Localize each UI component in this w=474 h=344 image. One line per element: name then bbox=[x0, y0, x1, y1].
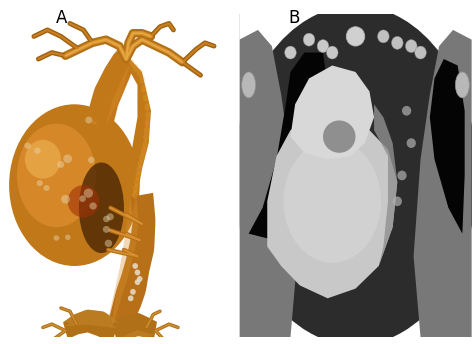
Ellipse shape bbox=[24, 142, 31, 149]
Ellipse shape bbox=[402, 106, 411, 116]
Ellipse shape bbox=[141, 85, 146, 93]
Ellipse shape bbox=[103, 216, 109, 222]
Ellipse shape bbox=[17, 124, 96, 227]
Ellipse shape bbox=[138, 160, 143, 168]
Polygon shape bbox=[63, 310, 119, 344]
Polygon shape bbox=[267, 117, 397, 298]
Polygon shape bbox=[107, 193, 155, 342]
Polygon shape bbox=[239, 30, 298, 337]
Ellipse shape bbox=[285, 46, 296, 59]
Ellipse shape bbox=[95, 105, 101, 113]
Ellipse shape bbox=[397, 171, 407, 180]
Ellipse shape bbox=[68, 185, 99, 217]
Ellipse shape bbox=[234, 6, 474, 344]
Ellipse shape bbox=[142, 141, 148, 149]
Ellipse shape bbox=[88, 157, 95, 163]
Ellipse shape bbox=[242, 72, 255, 98]
Ellipse shape bbox=[139, 153, 145, 161]
Ellipse shape bbox=[133, 64, 138, 72]
Polygon shape bbox=[430, 59, 465, 234]
Ellipse shape bbox=[64, 154, 72, 163]
Ellipse shape bbox=[85, 117, 92, 123]
Ellipse shape bbox=[145, 111, 151, 119]
Polygon shape bbox=[112, 313, 157, 344]
Ellipse shape bbox=[405, 40, 417, 53]
Polygon shape bbox=[374, 104, 397, 266]
Ellipse shape bbox=[143, 94, 148, 102]
Ellipse shape bbox=[317, 40, 329, 53]
Ellipse shape bbox=[79, 195, 86, 202]
Ellipse shape bbox=[137, 166, 142, 174]
Ellipse shape bbox=[303, 33, 315, 46]
Ellipse shape bbox=[392, 36, 403, 49]
Ellipse shape bbox=[378, 30, 389, 43]
Ellipse shape bbox=[327, 46, 338, 59]
Ellipse shape bbox=[415, 46, 426, 59]
Ellipse shape bbox=[407, 138, 416, 148]
Ellipse shape bbox=[92, 116, 98, 125]
Ellipse shape bbox=[90, 202, 97, 209]
Ellipse shape bbox=[113, 62, 118, 70]
Ellipse shape bbox=[144, 126, 149, 134]
Ellipse shape bbox=[145, 119, 150, 127]
Ellipse shape bbox=[25, 140, 61, 179]
Ellipse shape bbox=[129, 60, 134, 68]
Ellipse shape bbox=[61, 195, 70, 204]
Ellipse shape bbox=[392, 196, 402, 206]
Polygon shape bbox=[291, 65, 374, 159]
Ellipse shape bbox=[135, 279, 140, 285]
Polygon shape bbox=[92, 53, 151, 195]
Ellipse shape bbox=[101, 83, 107, 91]
Ellipse shape bbox=[54, 235, 59, 241]
Polygon shape bbox=[63, 310, 119, 328]
Ellipse shape bbox=[283, 140, 381, 263]
Ellipse shape bbox=[323, 120, 356, 153]
Ellipse shape bbox=[134, 178, 140, 186]
Ellipse shape bbox=[137, 68, 142, 77]
Ellipse shape bbox=[139, 76, 145, 84]
Ellipse shape bbox=[133, 184, 139, 193]
Ellipse shape bbox=[99, 94, 104, 102]
Ellipse shape bbox=[9, 104, 140, 266]
Ellipse shape bbox=[117, 57, 122, 65]
Polygon shape bbox=[117, 330, 155, 344]
Polygon shape bbox=[106, 64, 133, 130]
Polygon shape bbox=[413, 30, 472, 337]
Ellipse shape bbox=[36, 180, 43, 186]
Ellipse shape bbox=[132, 191, 137, 199]
Text: B: B bbox=[288, 9, 300, 26]
Ellipse shape bbox=[137, 276, 143, 282]
Ellipse shape bbox=[107, 213, 114, 220]
Ellipse shape bbox=[44, 185, 49, 191]
Ellipse shape bbox=[109, 66, 114, 74]
Ellipse shape bbox=[346, 27, 365, 46]
Ellipse shape bbox=[130, 289, 136, 295]
Ellipse shape bbox=[79, 162, 124, 253]
Polygon shape bbox=[87, 49, 133, 130]
Ellipse shape bbox=[135, 270, 140, 275]
Ellipse shape bbox=[121, 53, 127, 61]
Ellipse shape bbox=[145, 103, 150, 111]
Ellipse shape bbox=[105, 240, 112, 247]
Ellipse shape bbox=[128, 295, 134, 301]
Ellipse shape bbox=[104, 72, 110, 79]
Ellipse shape bbox=[65, 235, 71, 240]
Ellipse shape bbox=[143, 134, 149, 142]
Ellipse shape bbox=[125, 55, 130, 63]
Text: A: A bbox=[56, 9, 67, 26]
Ellipse shape bbox=[103, 226, 110, 233]
Ellipse shape bbox=[57, 161, 64, 168]
Ellipse shape bbox=[84, 189, 93, 198]
Ellipse shape bbox=[34, 148, 41, 154]
Ellipse shape bbox=[141, 147, 146, 155]
Ellipse shape bbox=[135, 172, 141, 180]
Polygon shape bbox=[249, 53, 328, 240]
Polygon shape bbox=[107, 196, 138, 330]
Ellipse shape bbox=[132, 263, 138, 269]
Ellipse shape bbox=[456, 72, 469, 98]
